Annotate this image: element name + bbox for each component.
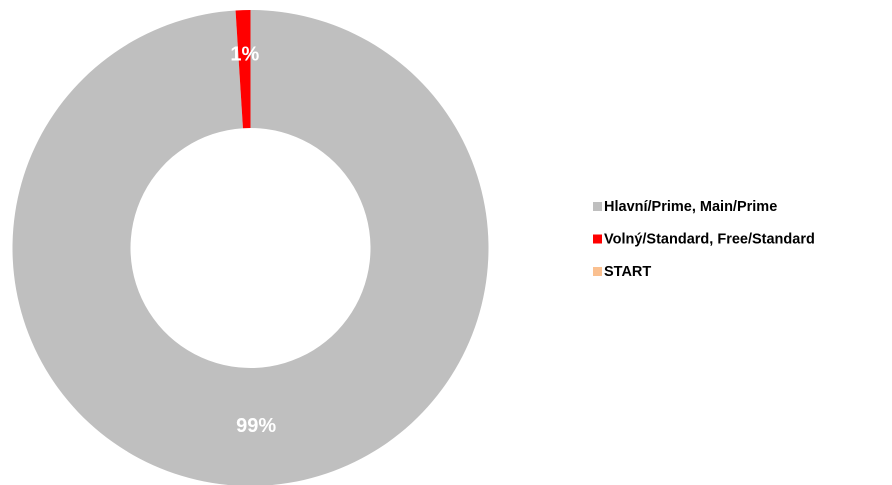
legend-swatch xyxy=(593,234,602,244)
donut-slice xyxy=(235,10,251,129)
donut-slice xyxy=(12,10,489,485)
data-label: 99% xyxy=(236,415,276,437)
legend-swatch xyxy=(593,267,602,276)
legend-label: Volný/Standard, Free/Standard xyxy=(604,231,815,247)
legend-label: Hlavní/Prime, Main/Prime xyxy=(604,199,777,215)
legend-label: START xyxy=(604,264,651,280)
data-label: 1% xyxy=(230,43,259,65)
legend-swatch xyxy=(593,202,602,211)
